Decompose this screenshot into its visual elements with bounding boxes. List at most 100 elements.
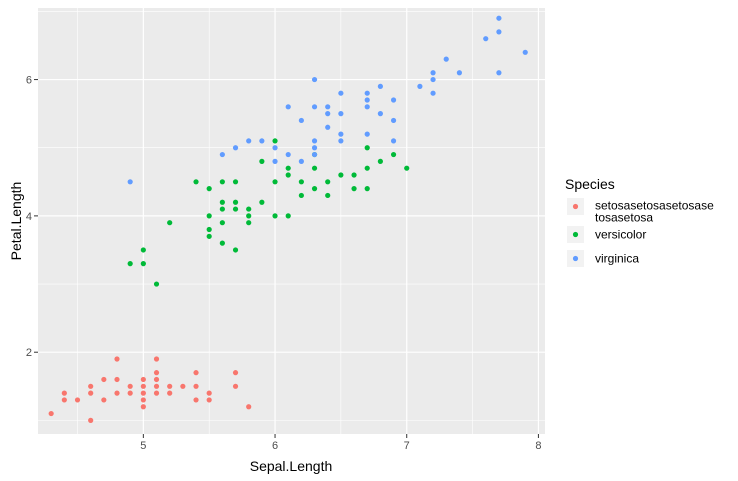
- data-point-series-1: [140, 247, 146, 253]
- data-point-series-2: [456, 70, 462, 76]
- data-point-series-1: [285, 165, 291, 171]
- data-point-series-1: [246, 213, 252, 219]
- data-point-series-2: [483, 36, 489, 42]
- data-point-series-0: [140, 404, 146, 410]
- data-point-series-0: [206, 397, 212, 403]
- data-point-series-0: [153, 370, 160, 376]
- data-point-series-1: [259, 199, 265, 205]
- data-point-series-0: [140, 383, 146, 389]
- data-point-series-1: [404, 165, 410, 171]
- data-point-series-2: [127, 179, 133, 185]
- data-point-series-1: [351, 186, 357, 192]
- data-point-series-0: [193, 383, 199, 389]
- data-point-series-2: [522, 49, 528, 55]
- data-point-series-1: [325, 192, 331, 199]
- x-axis: 5 6 7 8: [140, 434, 541, 452]
- data-point-series-1: [206, 233, 212, 239]
- data-point-series-2: [430, 76, 436, 83]
- data-point-series-0: [114, 390, 120, 396]
- x-tick-label: 6: [272, 440, 278, 452]
- data-point-series-0: [206, 390, 212, 396]
- legend-key-point: [572, 255, 579, 262]
- y-tick-label: 6: [26, 75, 32, 87]
- data-point-series-2: [443, 56, 449, 62]
- data-point-series-2: [496, 15, 502, 21]
- data-point-series-1: [311, 165, 318, 171]
- data-point-series-2: [417, 83, 423, 89]
- data-point-series-2: [298, 158, 304, 164]
- data-point-series-1: [232, 179, 239, 185]
- legend-label: virginica: [595, 252, 639, 266]
- data-point-series-2: [311, 138, 318, 144]
- data-point-series-0: [61, 397, 67, 403]
- y-axis: 2 4 6: [26, 75, 38, 359]
- data-point-series-1: [140, 261, 146, 267]
- data-point-series-2: [272, 145, 278, 151]
- data-point-series-2: [496, 70, 502, 76]
- data-point-series-2: [285, 104, 291, 110]
- legend-label: tosasetosa: [595, 211, 653, 225]
- x-tick-label: 5: [140, 440, 146, 452]
- data-point-series-1: [206, 186, 212, 192]
- data-point-series-1: [246, 206, 252, 212]
- y-tick-label: 4: [26, 211, 32, 223]
- data-point-series-1: [219, 240, 225, 246]
- data-point-series-1: [311, 186, 318, 192]
- data-point-series-0: [127, 390, 133, 396]
- data-point-series-0: [88, 390, 94, 396]
- data-point-series-2: [364, 90, 370, 96]
- data-point-series-1: [219, 220, 225, 226]
- data-point-series-2: [272, 158, 278, 164]
- data-point-series-0: [48, 410, 54, 417]
- data-point-series-2: [338, 131, 344, 137]
- data-point-series-1: [364, 145, 370, 151]
- data-point-series-1: [232, 199, 239, 205]
- data-point-series-2: [325, 104, 331, 110]
- data-point-series-1: [351, 172, 357, 178]
- data-point-series-0: [153, 376, 160, 383]
- data-point-series-0: [101, 376, 107, 383]
- legend-title: Species: [565, 176, 615, 192]
- data-point-series-2: [298, 117, 304, 124]
- data-point-series-1: [219, 206, 225, 212]
- data-point-series-1: [325, 179, 331, 185]
- data-point-series-0: [114, 356, 120, 362]
- data-points: [48, 15, 528, 423]
- data-point-series-1: [377, 158, 383, 164]
- data-point-series-0: [153, 390, 160, 396]
- legend-key-point: [572, 231, 579, 238]
- data-point-series-2: [338, 90, 344, 96]
- data-point-series-1: [364, 165, 370, 171]
- data-point-series-1: [259, 158, 265, 164]
- data-point-series-0: [140, 390, 146, 396]
- data-point-series-0: [153, 383, 160, 389]
- data-point-series-0: [74, 397, 81, 403]
- y-axis-title: Petal.Length: [8, 182, 24, 261]
- data-point-series-2: [259, 138, 265, 144]
- data-point-series-1: [272, 213, 278, 219]
- data-point-series-2: [311, 76, 318, 83]
- data-point-series-2: [338, 138, 344, 144]
- data-point-series-0: [193, 370, 199, 376]
- data-point-series-2: [430, 70, 436, 76]
- data-point-series-1: [285, 172, 291, 178]
- data-point-series-2: [311, 151, 318, 158]
- x-axis-title: Sepal.Length: [250, 458, 333, 474]
- data-point-series-2: [390, 138, 397, 144]
- data-point-series-0: [101, 397, 107, 403]
- data-point-series-0: [180, 383, 186, 389]
- data-point-series-2: [311, 145, 318, 151]
- legend-label: setosasetosasetosase: [595, 199, 714, 213]
- data-point-series-1: [338, 172, 344, 178]
- data-point-series-0: [127, 383, 133, 389]
- y-tick-label: 2: [26, 347, 32, 359]
- data-point-series-1: [206, 226, 212, 233]
- data-point-series-0: [88, 383, 94, 389]
- data-point-series-0: [232, 383, 239, 389]
- data-point-series-1: [390, 151, 397, 158]
- data-point-series-1: [219, 199, 225, 205]
- data-point-series-0: [88, 417, 94, 423]
- data-point-series-2: [390, 97, 397, 103]
- data-point-series-0: [153, 356, 160, 362]
